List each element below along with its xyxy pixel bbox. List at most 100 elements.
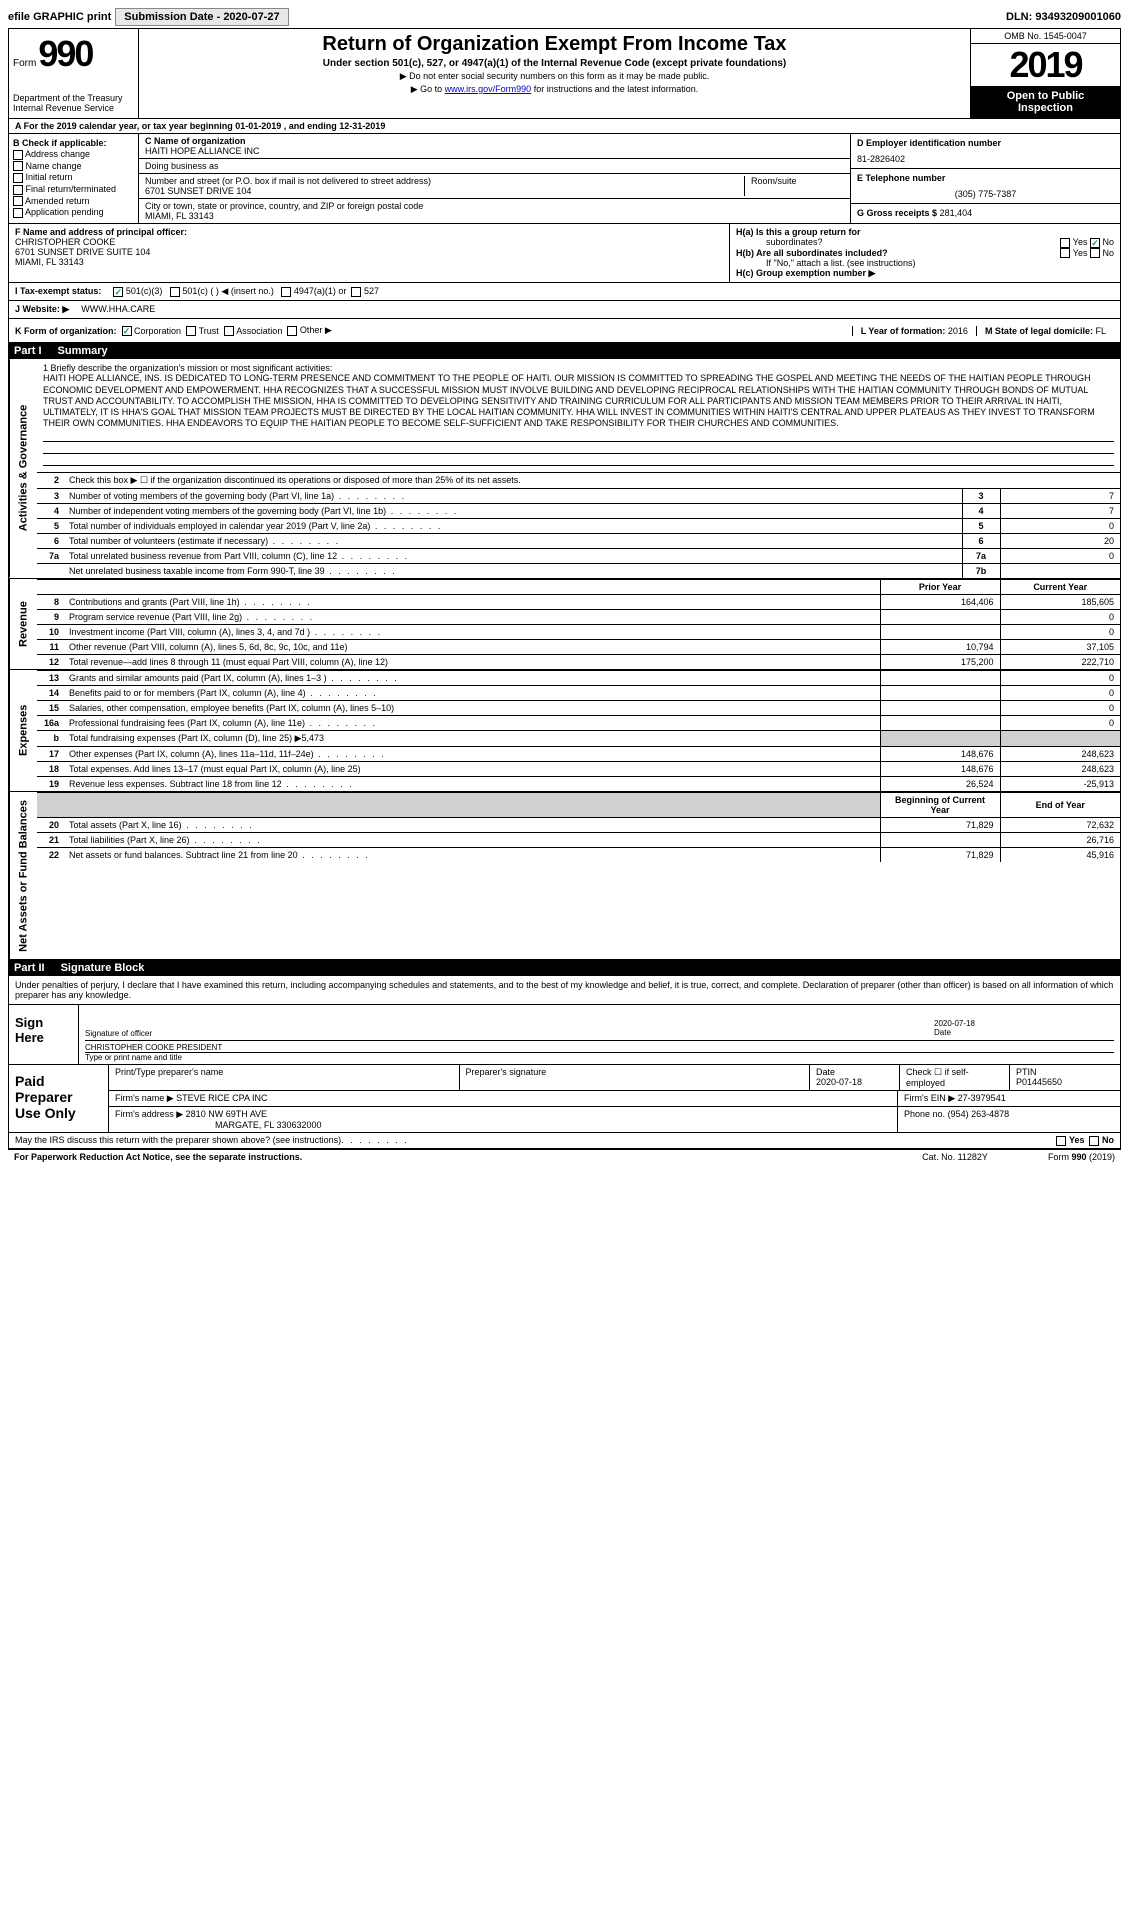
activities-section: Activities & Governance 1 Briefly descri…	[8, 359, 1121, 578]
prep-sig-label: Preparer's signature	[460, 1065, 811, 1090]
val-7a: 0	[1000, 548, 1120, 563]
firm-name: STEVE RICE CPA INC	[176, 1093, 267, 1103]
block-bcdeg: B Check if applicable: Address change Na…	[8, 134, 1121, 224]
gross-value: 281,404	[940, 208, 973, 218]
sign-here-label: Sign Here	[9, 1004, 79, 1064]
ein-label: D Employer identification number	[857, 138, 1001, 148]
box-c: C Name of organization HAITI HOPE ALLIAN…	[139, 134, 850, 223]
chk-hb-no[interactable]	[1090, 248, 1100, 258]
state-domicile: FL	[1095, 326, 1106, 336]
netassets-section: Net Assets or Fund Balances Beginning of…	[8, 792, 1121, 961]
submission-date-button[interactable]: Submission Date - 2020-07-27	[115, 8, 288, 26]
sig-date: 2020-07-18	[934, 1019, 1114, 1028]
irs-link[interactable]: www.irs.gov/Form990	[445, 84, 532, 94]
chk-initial: Initial return	[13, 172, 134, 183]
val-3: 7	[1000, 488, 1120, 503]
signature-block: Under penalties of perjury, I declare th…	[8, 976, 1121, 1065]
penalty-text: Under penalties of perjury, I declare th…	[9, 976, 1120, 1004]
chk-trust[interactable]	[186, 326, 196, 336]
row-i: I Tax-exempt status: 501(c)(3) 501(c) ( …	[8, 283, 1121, 301]
box-f: F Name and address of principal officer:…	[9, 224, 730, 282]
val-21: 26,716	[1000, 832, 1120, 847]
prep-ptin: P01445650	[1016, 1077, 1062, 1087]
part2-header: Part II Signature Block	[8, 960, 1121, 976]
gross-label: G Gross receipts $	[857, 208, 937, 218]
val-4: 7	[1000, 503, 1120, 518]
chk-discuss-no[interactable]	[1089, 1136, 1099, 1146]
val-18: 248,623	[1000, 761, 1120, 776]
row-klm: K Form of organization: Corporation Trus…	[8, 319, 1121, 343]
chk-ha-no[interactable]	[1090, 238, 1100, 248]
row-fh: F Name and address of principal officer:…	[8, 224, 1121, 283]
page-footer: For Paperwork Reduction Act Notice, see …	[8, 1149, 1121, 1164]
chk-527[interactable]	[351, 287, 361, 297]
chk-other[interactable]	[287, 326, 297, 336]
val-12: 222,710	[1000, 654, 1120, 669]
website-value: WWW.HHA.CARE	[75, 301, 161, 318]
footer-cat: Cat. No. 11282Y	[922, 1152, 988, 1162]
tax-year: 2019	[971, 44, 1120, 86]
line-a: A For the 2019 calendar year, or tax yea…	[8, 119, 1121, 134]
chk-4947[interactable]	[281, 287, 291, 297]
box-b-title: B Check if applicable:	[13, 138, 107, 148]
chk-name: Name change	[13, 161, 134, 172]
header-right: OMB No. 1545-0047 2019 Open to Public In…	[970, 29, 1120, 118]
val-11: 37,105	[1000, 639, 1120, 654]
phone-value: (305) 775-7387	[857, 189, 1114, 199]
prep-selfemp: Check ☐ if self-employed	[900, 1065, 1010, 1090]
chk-corp[interactable]	[122, 326, 132, 336]
hc-label: H(c) Group exemption number ▶	[736, 268, 875, 278]
val-8: 185,605	[1000, 594, 1120, 609]
mission-text: HAITI HOPE ALLIANCE, INS. IS DEDICATED T…	[43, 373, 1114, 429]
part1-header: Part I Summary	[8, 343, 1121, 359]
chk-501c[interactable]	[170, 287, 180, 297]
firm-addr: 2810 NW 69TH AVE	[186, 1109, 267, 1119]
val-19: -25,913	[1000, 776, 1120, 791]
sig-name-label: Type or print name and title	[85, 1052, 1114, 1062]
sig-officer-label: Signature of officer	[85, 1029, 934, 1038]
vtab-expenses: Expenses	[9, 670, 37, 791]
chk-501c3[interactable]	[113, 287, 123, 297]
tax-status-options: 501(c)(3) 501(c) ( ) ◀ (insert no.) 4947…	[107, 283, 385, 300]
officer-addr1: 6701 SUNSET DRIVE SUITE 104	[15, 247, 150, 257]
firm-ein: 27-3979541	[958, 1093, 1006, 1103]
chk-hb-yes[interactable]	[1060, 248, 1070, 258]
paid-preparer-label: Paid Preparer Use Only	[9, 1065, 109, 1132]
ein-value: 81-2826402	[857, 154, 1114, 164]
chk-ha-yes[interactable]	[1060, 238, 1070, 248]
form-word: Form	[13, 58, 36, 69]
dept-treasury: Department of the Treasury	[13, 93, 134, 103]
dln-label: DLN: 93493209001060	[1006, 11, 1121, 23]
form-title: Return of Organization Exempt From Incom…	[147, 33, 962, 56]
mission-label: 1 Briefly describe the organization's mi…	[43, 363, 1114, 373]
firm-phone: (954) 263-4878	[948, 1109, 1010, 1119]
open-inspection: Open to Public Inspection	[971, 86, 1120, 118]
city-value: MIAMI, FL 33143	[145, 211, 423, 221]
revenue-section: Revenue Prior YearCurrent Year 8Contribu…	[8, 579, 1121, 670]
header-title-block: Return of Organization Exempt From Incom…	[139, 29, 970, 118]
form-number: 990	[38, 33, 92, 75]
efile-label: efile GRAPHIC print	[8, 11, 111, 23]
note-goto: ▶ Go to www.irs.gov/Form990 for instruct…	[147, 84, 962, 95]
val-15: 0	[1000, 700, 1120, 715]
dba-label: Doing business as	[145, 161, 219, 171]
governance-table: 2Check this box ▶ ☐ if the organization …	[37, 472, 1120, 578]
chk-address: Address change	[13, 149, 134, 160]
val-17: 248,623	[1000, 746, 1120, 761]
room-label: Room/suite	[744, 176, 844, 196]
vtab-activities: Activities & Governance	[9, 359, 37, 577]
prep-date: 2020-07-18	[816, 1077, 862, 1087]
sig-name: CHRISTOPHER COOKE PRESIDENT	[85, 1043, 1114, 1052]
expenses-section: Expenses 13Grants and similar amounts pa…	[8, 670, 1121, 792]
top-bar: efile GRAPHIC print Submission Date - 20…	[8, 8, 1121, 29]
form-org-label: K Form of organization:	[15, 326, 117, 336]
chk-discuss-yes[interactable]	[1056, 1136, 1066, 1146]
chk-pending: Application pending	[13, 207, 134, 218]
header-left: Form 990 Department of the Treasury Inte…	[9, 29, 139, 118]
val-7b	[1000, 563, 1120, 578]
val-10: 0	[1000, 624, 1120, 639]
chk-assoc[interactable]	[224, 326, 234, 336]
vtab-netassets: Net Assets or Fund Balances	[9, 792, 37, 960]
year-formation: 2016	[948, 326, 968, 336]
val-16a: 0	[1000, 715, 1120, 730]
